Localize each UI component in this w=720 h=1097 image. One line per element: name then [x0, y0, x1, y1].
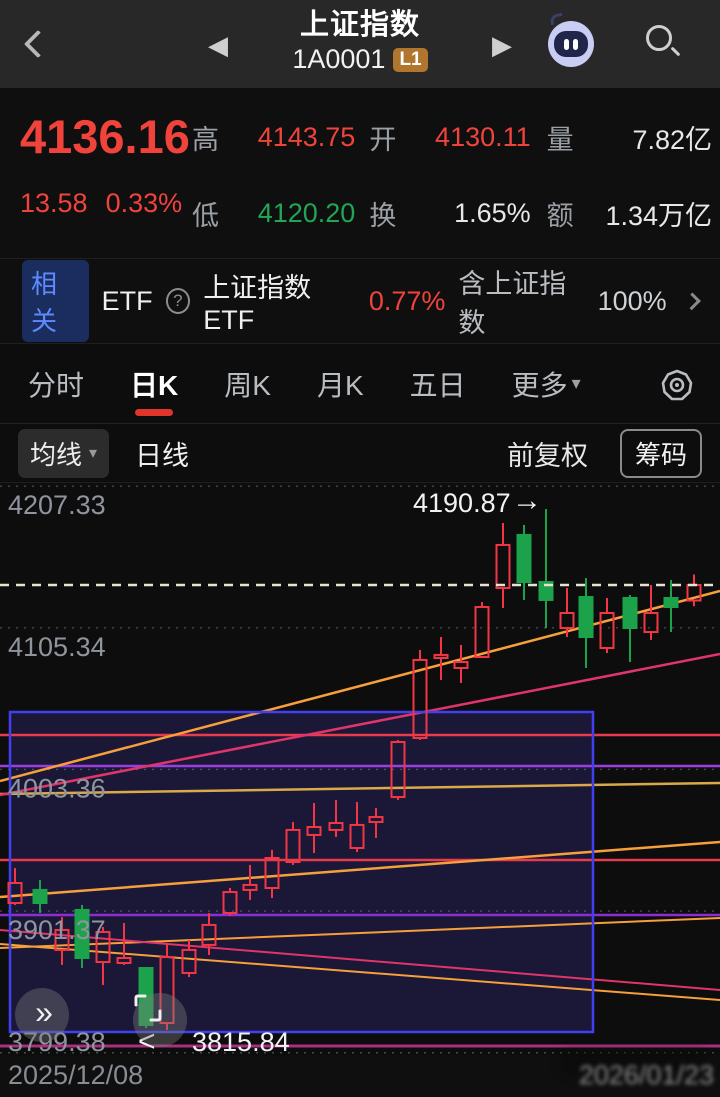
volume-label: 量 — [546, 124, 574, 155]
forward-adjust-button[interactable]: 前复权 — [506, 440, 588, 471]
overlay-line — [0, 781, 720, 796]
etf-weight: 100% — [597, 285, 667, 316]
prev-stock-icon[interactable]: ◀ — [208, 30, 228, 60]
period-label: 日线 — [135, 440, 190, 471]
etf-contain-label: 含上证指数 — [458, 269, 567, 338]
turnover-value: 1.65% — [454, 197, 531, 228]
tab-daily-k[interactable]: 日K — [130, 350, 178, 418]
candles — [7, 509, 702, 1030]
chart-toolbar: 均线 ▾ 日线 前复权 筹码 — [0, 424, 720, 483]
search-icon[interactable] — [646, 25, 672, 51]
chevron-right-icon[interactable] — [682, 292, 701, 310]
axis-date-end: 2026/01/23 — [578, 1060, 714, 1090]
quote-grid: 高 4143.75 开 4130.11 量 7.82亿 低 4120.20 换 … — [192, 112, 712, 258]
turnover-label: 换 — [369, 200, 397, 231]
overlay-line — [0, 943, 720, 1001]
open-value: 4130.11 — [435, 121, 531, 152]
next-stock-icon[interactable]: ▶ — [492, 30, 512, 60]
quote-panel: 4136.16 13.58 0.33% 高 4143.75 开 4130.11 … — [0, 88, 720, 258]
low-annotation: 3815.84 — [192, 1027, 290, 1056]
high-arrow-icon: → — [512, 484, 542, 517]
price-change: 13.58 — [20, 188, 88, 218]
ai-assistant-icon[interactable] — [548, 12, 594, 67]
related-badge: 相关 — [22, 260, 89, 342]
amount-label: 额 — [546, 200, 574, 231]
axis-date-start: 2025/12/08 — [8, 1060, 144, 1090]
y-axis-label: 3799.38 — [8, 1027, 106, 1056]
etf-name[interactable]: 上证指数ETF — [203, 273, 312, 335]
etf-change-pct: 0.77% — [368, 285, 446, 316]
tab-five-day[interactable]: 五日 — [409, 369, 466, 401]
caret-down-icon: ▾ — [89, 445, 98, 462]
amount-value: 1.34万亿 — [605, 200, 712, 231]
header: ◀ 上证指数 1A0001 L1 ▶ — [0, 0, 720, 88]
period-tabs: 分时 日K 周K 月K 五日 更多 ▾ — [0, 344, 720, 424]
high-annotation: 4190.87 — [413, 488, 511, 518]
price-change-pct: 0.33% — [105, 188, 183, 218]
overlay-line — [0, 917, 720, 949]
chart-settings-icon[interactable] — [660, 368, 694, 407]
chips-distribution-button[interactable]: 筹码 — [619, 428, 702, 478]
tab-fenshi[interactable]: 分时 — [28, 369, 85, 401]
y-axis-label: 3901.37 — [8, 915, 106, 945]
tab-more[interactable]: 更多 ▾ — [511, 369, 581, 401]
high-label: 高 — [192, 124, 219, 155]
overlay-line — [0, 929, 720, 991]
l1-badge: L1 — [393, 47, 428, 72]
y-axis-label: 4003.36 — [8, 773, 106, 803]
overlay-line — [0, 840, 720, 899]
etf-label: ETF — [101, 285, 153, 316]
low-arrow-icon: < — [138, 1025, 156, 1056]
open-label: 开 — [369, 124, 397, 155]
y-axis-label: 4105.34 — [8, 632, 106, 662]
fast-forward-button[interactable]: » — [15, 988, 69, 1042]
watermark-smudge — [560, 1052, 710, 1074]
last-price: 4136.16 — [20, 110, 190, 163]
caret-down-icon: ▾ — [571, 373, 581, 393]
overlay-line — [0, 652, 720, 797]
drawing-box — [8, 710, 595, 1034]
page-title: 上证指数 — [299, 9, 420, 41]
tab-monthly-k[interactable]: 月K — [316, 369, 364, 401]
x-axis-row: 2025/12/08 2026/01/23 — [0, 1052, 720, 1097]
ma-dropdown[interactable]: 均线 ▾ — [18, 428, 110, 478]
kline-chart[interactable]: 4207.33 4105.34 4003.36 3901.37 3799.38 4190.… — [0, 483, 720, 1056]
header-title-block: 上证指数 1A0001 L1 — [0, 8, 720, 75]
low-label: 低 — [192, 200, 219, 231]
tab-weekly-k[interactable]: 周K — [224, 369, 271, 401]
kline-svg[interactable]: 4207.33 4105.34 4003.36 3901.37 3799.38 4190.… — [0, 483, 720, 1056]
y-axis-label: 4207.33 — [8, 490, 106, 520]
stock-code: 1A0001 — [292, 44, 386, 74]
help-icon[interactable]: ? — [165, 288, 191, 314]
related-etf-row[interactable]: 相关 ETF ? 上证指数ETF 0.77% 含上证指数 100% — [0, 258, 720, 344]
region-select-button[interactable] — [133, 993, 187, 1047]
volume-value: 7.82亿 — [632, 124, 712, 155]
high-value: 4143.75 — [257, 121, 356, 152]
low-value: 4120.20 — [257, 197, 356, 228]
